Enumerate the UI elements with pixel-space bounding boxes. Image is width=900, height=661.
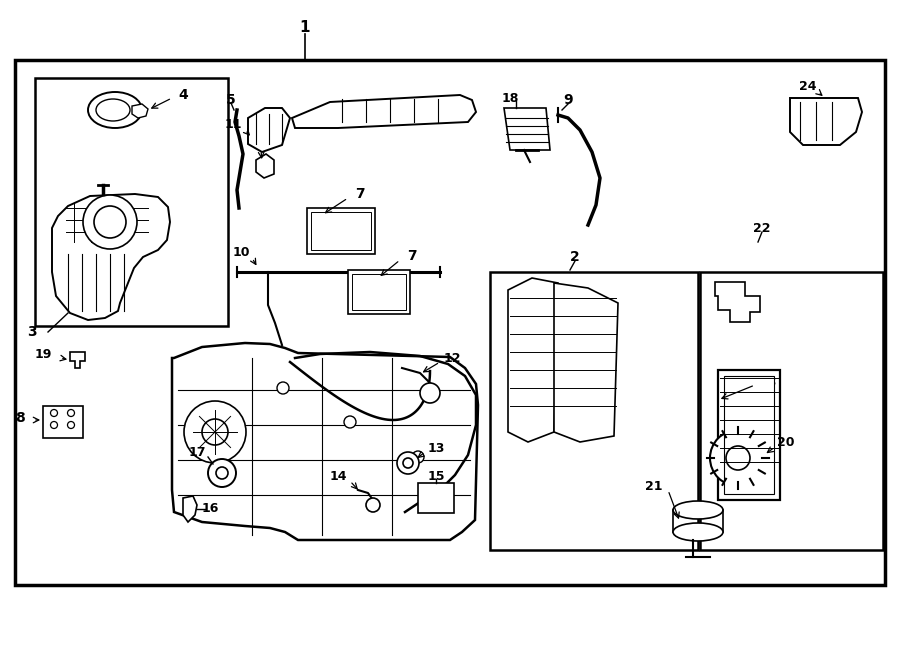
Text: 7: 7 [407,249,417,263]
Text: 6: 6 [253,137,263,151]
Polygon shape [132,104,148,118]
Text: 18: 18 [501,91,518,104]
Bar [43,406,83,438]
Text: 24: 24 [799,81,817,93]
Bar [348,270,410,314]
Circle shape [412,451,424,463]
Text: 15: 15 [428,469,445,483]
Text: 22: 22 [753,221,770,235]
Polygon shape [172,343,478,540]
Circle shape [710,430,766,486]
Polygon shape [70,352,85,368]
Circle shape [397,452,419,474]
Text: 5: 5 [226,93,236,107]
Ellipse shape [88,92,142,128]
Polygon shape [52,194,170,320]
Bar [700,272,883,550]
Text: 16: 16 [202,502,220,514]
Circle shape [420,383,440,403]
Circle shape [344,416,356,428]
Bar [352,274,406,310]
Ellipse shape [673,501,723,519]
Text: 23: 23 [760,375,777,389]
Polygon shape [554,283,618,442]
Bar [724,376,774,494]
Bar [311,212,371,250]
Polygon shape [790,98,862,145]
Polygon shape [504,108,550,150]
Polygon shape [248,108,290,152]
Polygon shape [256,154,274,178]
Text: 17: 17 [188,446,206,459]
Bar [35,78,228,326]
Text: 21: 21 [645,481,662,494]
Text: 3: 3 [27,325,37,339]
Text: 19: 19 [34,348,51,362]
Text: 11: 11 [224,118,242,132]
Bar [718,370,780,500]
Circle shape [277,382,289,394]
Text: 10: 10 [232,247,250,260]
Bar [418,483,454,513]
Polygon shape [508,278,558,442]
Text: 8: 8 [15,411,25,425]
Polygon shape [183,496,197,522]
Text: 7: 7 [356,187,364,201]
Ellipse shape [673,523,723,541]
Text: 2: 2 [570,250,580,264]
Text: 9: 9 [563,93,572,107]
Bar [15,60,885,585]
Text: 13: 13 [428,442,445,455]
Circle shape [208,459,236,487]
Circle shape [83,195,137,249]
Text: 14: 14 [329,471,346,483]
Text: 1: 1 [300,20,310,36]
Bar [307,208,375,254]
Ellipse shape [96,99,130,121]
Text: 4: 4 [178,88,188,102]
Polygon shape [292,95,476,128]
Bar [490,272,698,550]
Text: 12: 12 [443,352,461,364]
Text: 20: 20 [778,436,795,449]
Polygon shape [715,282,760,322]
Circle shape [366,498,380,512]
Circle shape [184,401,246,463]
